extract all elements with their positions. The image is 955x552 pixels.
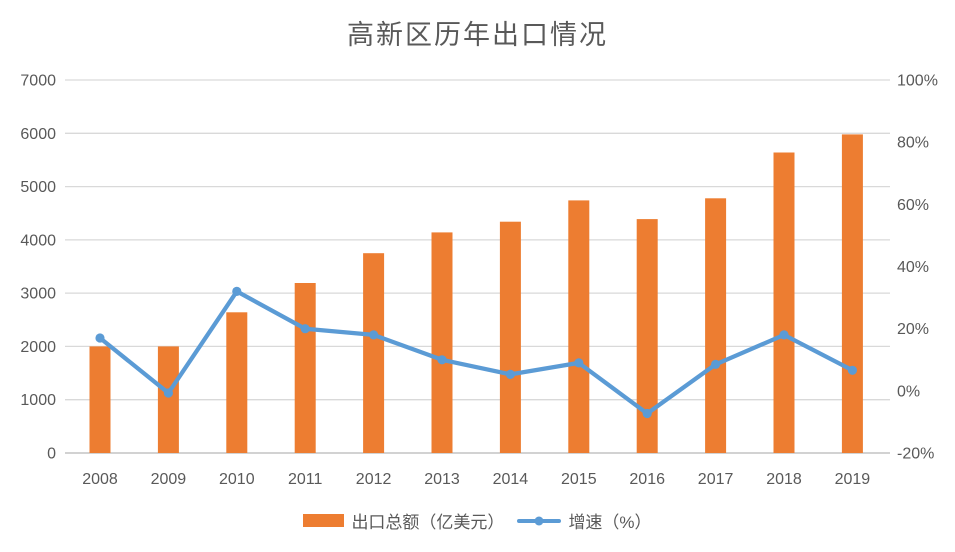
x-axis-tick: 2011 <box>288 471 323 488</box>
x-axis-tick: 2009 <box>151 471 187 488</box>
right-axis-tick: -20% <box>897 446 934 463</box>
bar-2014[interactable] <box>499 221 521 453</box>
legend: 出口总额（亿美元） 增速（%） <box>0 508 955 533</box>
growth-point-2016[interactable] <box>642 408 652 419</box>
growth-point-2008[interactable] <box>95 333 105 343</box>
x-axis-tick: 2008 <box>82 471 118 488</box>
right-axis-tick: 40% <box>897 259 929 276</box>
x-axis-tick: 2012 <box>356 471 392 488</box>
bar-2011[interactable] <box>294 283 316 453</box>
right-axis-tick: 60% <box>897 197 929 214</box>
growth-point-2010[interactable] <box>232 286 242 296</box>
bar-2018[interactable] <box>773 152 795 454</box>
growth-point-2013[interactable] <box>437 355 447 365</box>
x-axis-tick: 2018 <box>766 471 802 488</box>
right-axis-tick: 80% <box>897 135 929 152</box>
left-axis-tick: 0 <box>47 446 56 463</box>
x-axis-tick: 2010 <box>219 471 255 488</box>
growth-point-2009[interactable] <box>163 388 173 398</box>
x-axis-tick: 2015 <box>561 471 597 488</box>
bar-2012[interactable] <box>363 253 385 453</box>
legend-line-dot-icon <box>534 516 544 525</box>
right-axis-tick: 20% <box>897 321 929 338</box>
x-axis-tick: 2019 <box>835 471 871 488</box>
left-axis-tick: 3000 <box>20 286 56 303</box>
bar-2008[interactable] <box>89 346 111 453</box>
growth-point-2014[interactable] <box>505 369 515 379</box>
growth-point-2018[interactable] <box>779 330 789 340</box>
legend-line-swatch <box>517 516 562 525</box>
left-axis-tick: 5000 <box>20 179 56 196</box>
legend-item-growth[interactable]: 增速（%） <box>511 508 652 533</box>
bar-2010[interactable] <box>226 312 248 453</box>
left-axis-tick: 7000 <box>20 73 56 90</box>
bar-2019[interactable] <box>841 134 863 453</box>
growth-point-2017[interactable] <box>711 359 721 369</box>
bar-2009[interactable] <box>157 346 179 453</box>
right-axis-tick: 100% <box>897 73 938 90</box>
growth-point-2011[interactable] <box>300 324 310 334</box>
left-axis-tick: 6000 <box>20 126 56 143</box>
left-axis-tick: 1000 <box>20 392 56 409</box>
bar-2013[interactable] <box>431 232 453 453</box>
growth-point-2015[interactable] <box>574 358 584 368</box>
x-axis-tick: 2016 <box>629 471 665 488</box>
bar-2015[interactable] <box>568 200 590 453</box>
legend-bar-swatch <box>303 514 345 527</box>
growth-point-2019[interactable] <box>847 365 858 375</box>
right-axis-tick: 0% <box>897 383 920 400</box>
growth-line[interactable] <box>97 289 855 416</box>
x-axis-tick: 2014 <box>493 471 529 488</box>
legend-bar-label: 出口总额（亿美元） <box>351 513 505 532</box>
left-axis-tick: 4000 <box>20 232 56 249</box>
legend-line-label: 增速（%） <box>568 513 652 532</box>
left-axis-tick: 2000 <box>20 339 56 356</box>
bar-2016[interactable] <box>636 219 658 453</box>
bar-2017[interactable] <box>705 198 727 453</box>
x-axis-tick: 2013 <box>424 471 460 488</box>
chart-title: 高新区历年出口情况 <box>347 20 608 50</box>
legend-item-exports[interactable]: 出口总额（亿美元） <box>303 508 504 533</box>
x-axis-tick: 2017 <box>698 471 734 488</box>
growth-point-2012[interactable] <box>369 330 379 340</box>
